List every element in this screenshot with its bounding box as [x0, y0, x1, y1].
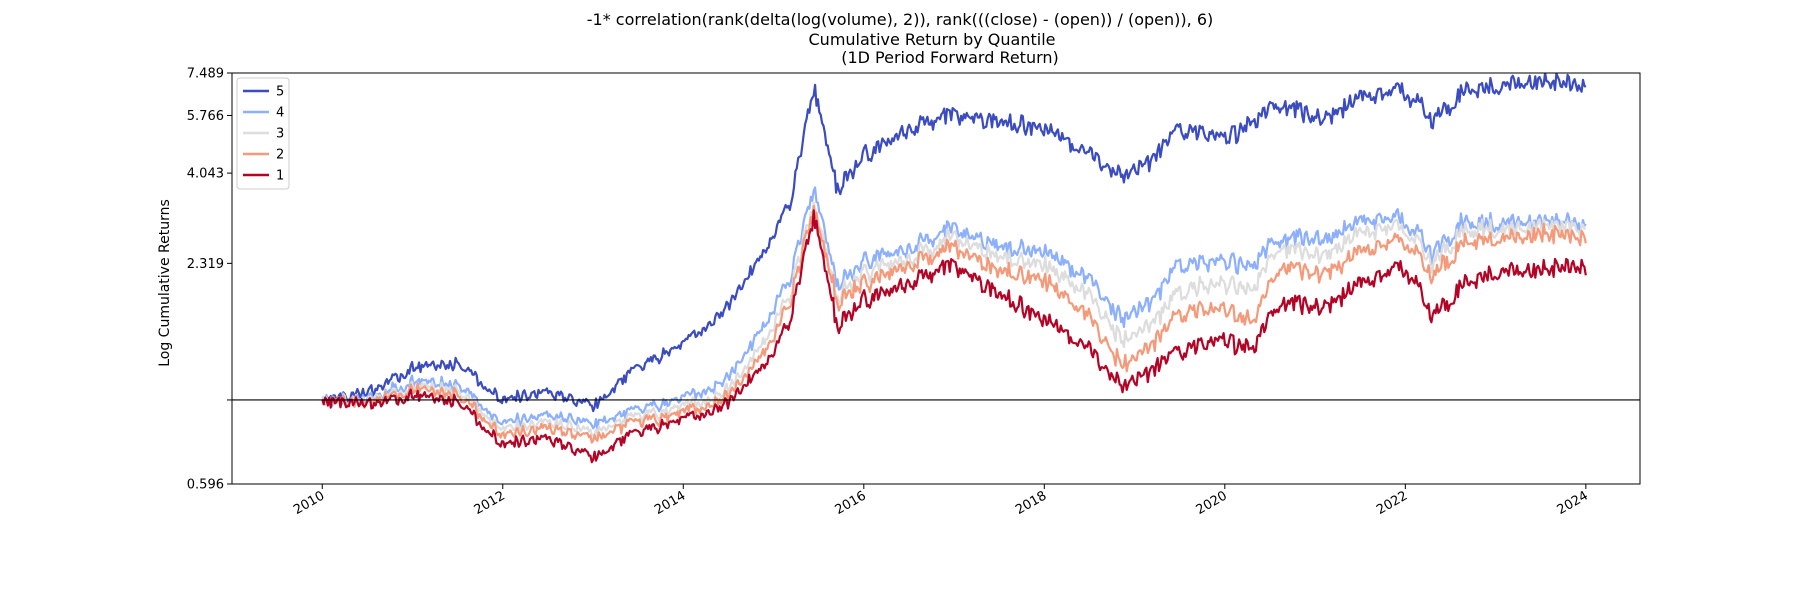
y-tick-label: 7.489: [187, 67, 224, 82]
y-tick-label: 0.596: [187, 478, 224, 493]
y-axis: 0.596 2.319 4.043 5.766 7.489: [187, 67, 232, 493]
legend-label: 1: [276, 169, 284, 184]
legend: 5 4 3 2 1: [236, 77, 290, 190]
chart-subtitle-line2: (1D Period Forward Return): [841, 48, 1059, 67]
y-tick-label: 4.043: [187, 167, 224, 182]
legend-label: 2: [276, 148, 284, 163]
plot-frame: [231, 72, 1641, 485]
y-tick-label: 5.766: [187, 109, 224, 124]
legend-label: 4: [276, 106, 284, 121]
chart-subtitle-line1: Cumulative Return by Quantile: [809, 30, 1056, 49]
y-axis-label: Log Cumulative Returns: [157, 199, 173, 367]
series-line-quantile-5: [321, 73, 1587, 413]
series-lines: [321, 73, 1587, 464]
legend-label: 5: [276, 85, 284, 100]
legend-label: 3: [276, 127, 284, 142]
series-line-quantile-1: [321, 209, 1587, 464]
series-line-quantile-2: [321, 204, 1587, 444]
series-line-quantile-3: [321, 201, 1587, 438]
y-tick-label: 2.319: [187, 257, 224, 272]
chart-title: -1* correlation(rank(delta(log(volume), …: [587, 10, 1213, 29]
